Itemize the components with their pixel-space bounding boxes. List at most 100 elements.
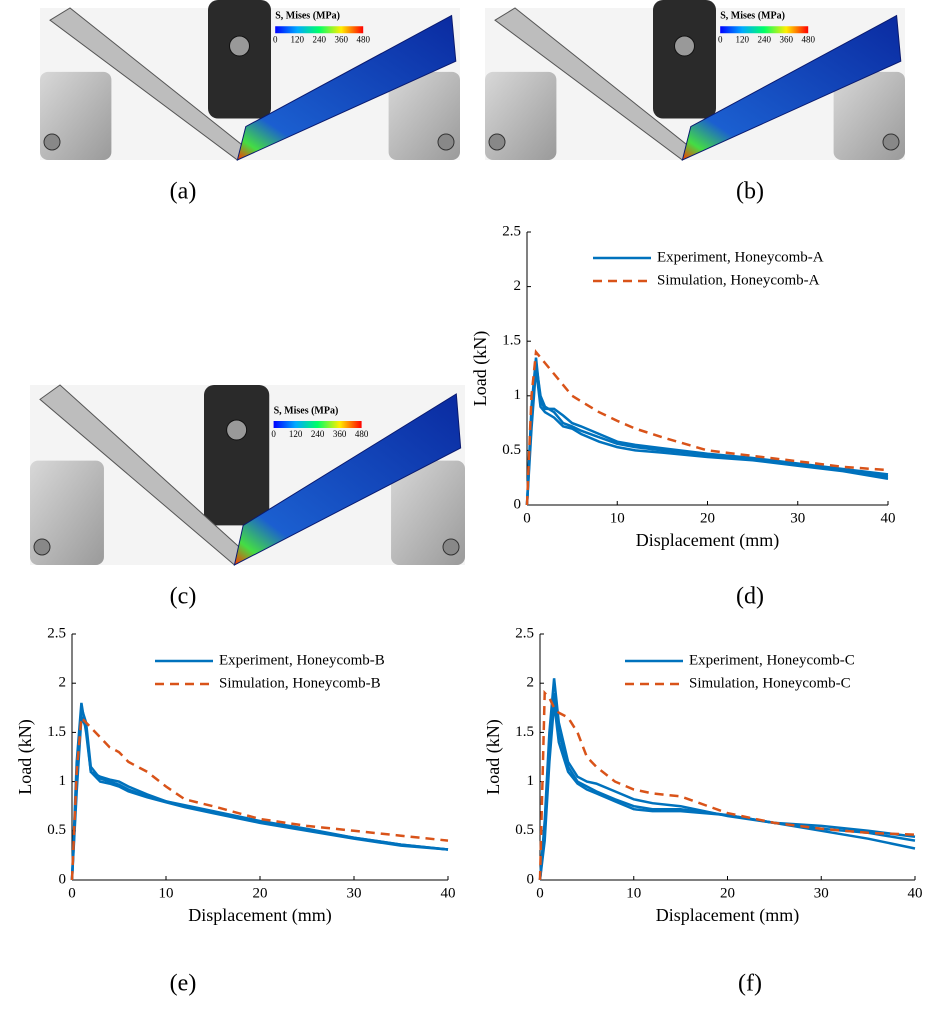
punch-bolt [226,419,248,441]
bolt [437,133,455,151]
panel-caption: (b) [736,179,764,205]
legend-label: Experiment, Honeycomb-C [689,652,855,668]
x-tick-label: 20 [253,885,268,901]
colorbar-tick-label: 360 [779,34,793,44]
colorbar-tick-label: 360 [333,429,347,439]
bolt [43,133,61,151]
y-tick-label: 2.5 [502,223,521,239]
y-tick-label: 2 [527,675,535,691]
y-tick-label: 1.5 [47,724,66,740]
x-tick-label: 30 [790,510,805,526]
x-axis-label: Displacement (mm) [188,905,331,926]
x-tick-label: 30 [347,885,362,901]
specimen-fe [233,393,462,566]
y-axis-label: Load (kN) [470,331,491,406]
x-tick-label: 40 [441,885,456,901]
y-tick-label: 1 [514,387,522,403]
image-panel: S, Mises (MPa) 0 120 240 360 480 [485,0,905,161]
panel-caption: (f) [738,971,762,997]
colorbar-tick-label: 120 [289,429,303,439]
x-axis-label: Displacement (mm) [636,530,779,551]
panel-caption: (d) [736,584,764,610]
image-panel: S, Mises (MPa) 0 120 240 360 480 [30,384,465,566]
bolt [33,538,51,556]
y-tick-label: 0.5 [515,822,534,838]
x-tick-label: 0 [536,885,544,901]
data-line [70,707,449,881]
colorbar-tick-label: 360 [334,34,348,44]
x-tick-label: 30 [814,885,829,901]
panel-caption: (c) [170,584,197,610]
data-line [538,702,916,881]
colorbar-tick-label: 240 [311,429,325,439]
data-line [538,689,916,881]
colorbar-tick-label: 240 [312,34,326,44]
data-line [70,714,449,881]
y-tick-label: 2.5 [47,625,66,641]
specimen-fe [236,14,457,161]
x-tick-label: 0 [68,885,76,901]
bolt [882,133,900,151]
colorbar-tick-label: 0 [718,34,723,44]
colorbar-tick-label: 480 [801,34,815,44]
y-tick-label: 1 [59,773,67,789]
x-tick-label: 10 [626,885,641,901]
x-tick-label: 40 [881,510,896,526]
specimen-fe [681,14,902,161]
legend-label: Experiment, Honeycomb-A [657,249,824,265]
chart: 0 10 20 30 40 0 0.5 1 1.5 2 2.5 Displacement (mm) Lo… [15,625,455,926]
colorbar-tick-label: 480 [356,34,370,44]
y-axis-label: Load (kN) [483,719,504,794]
data-line [525,368,889,506]
x-tick-label: 0 [523,510,531,526]
bolt [488,133,506,151]
y-tick-label: 2 [59,675,67,691]
panel-caption: (a) [170,179,197,205]
colorbar-tick-label: 480 [355,429,369,439]
data-line [538,678,916,881]
data-line [525,348,889,506]
y-tick-label: 1.5 [502,333,521,349]
legend-label: Simulation, Honeycomb-A [657,272,820,288]
punch [208,0,271,119]
support-right [391,460,465,565]
chart: 0 10 20 30 40 0 0.5 1 1.5 2 2.5 Displacement (mm) Lo… [483,625,922,926]
support-left [30,460,104,565]
colorbar-title: S, Mises (MPa) [275,11,340,22]
y-tick-label: 2.5 [515,625,534,641]
colorbar-title: S, Mises (MPa) [274,405,339,416]
x-tick-label: 20 [700,510,715,526]
colorbar-tick-label: 240 [757,34,771,44]
colorbar-tick-label: 120 [290,34,304,44]
x-tick-label: 20 [720,885,735,901]
legend-label: Simulation, Honeycomb-C [689,675,851,691]
legend-label: Simulation, Honeycomb-B [219,675,381,691]
x-axis-label: Displacement (mm) [656,905,799,926]
x-tick-label: 40 [908,885,923,901]
image-panel: S, Mises (MPa) 0 120 240 360 480 [40,0,460,161]
data-line [70,712,449,881]
x-tick-label: 10 [610,510,625,526]
y-tick-label: 0 [514,496,522,512]
colorbar-tick-label: 120 [735,34,749,44]
colorbar-tick-label: 0 [271,429,276,439]
punch-bolt [229,35,250,57]
chart: 0 10 20 30 40 0 0.5 1 1.5 2 2.5 Displacement (mm) Lo… [470,223,895,551]
colorbar [720,26,809,34]
y-tick-label: 0 [527,871,535,887]
legend-label: Experiment, Honeycomb-B [219,652,385,668]
punch [653,0,716,119]
panel-caption: (e) [170,971,197,997]
y-tick-label: 0.5 [502,442,521,458]
colorbar [273,421,362,428]
data-line [538,692,916,881]
punch [204,385,270,526]
punch-bolt [674,35,695,57]
y-axis-label: Load (kN) [15,719,36,794]
colorbar-title: S, Mises (MPa) [720,11,785,22]
y-tick-label: 0 [59,871,67,887]
y-tick-label: 1.5 [515,724,534,740]
y-tick-label: 1 [527,773,535,789]
x-tick-label: 10 [159,885,174,901]
